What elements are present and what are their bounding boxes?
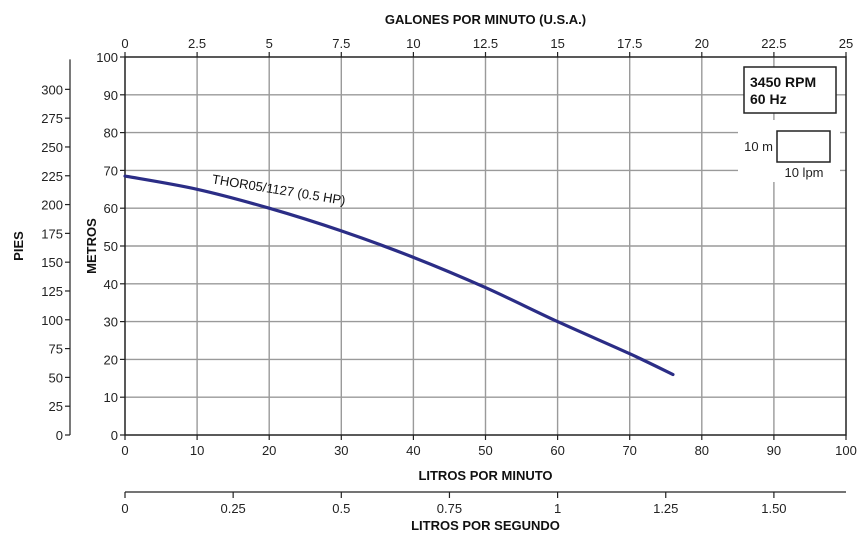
x-tick-label: 10 xyxy=(190,443,204,458)
left-tick-label: 250 xyxy=(41,140,63,155)
rpm-box-frame xyxy=(743,66,837,114)
top-axis-title: GALONES POR MINUTO (U.S.A.) xyxy=(385,12,586,27)
left-tick-label: 100 xyxy=(41,313,63,328)
rpm-label: 3450 RPM xyxy=(750,74,816,90)
series-line xyxy=(123,174,675,377)
x-tick-label: 0 xyxy=(121,443,128,458)
top-tick-label: 25 xyxy=(839,36,853,51)
top-tick-label: 12.5 xyxy=(473,36,498,51)
y-tick-label: 10 xyxy=(104,390,118,405)
x-axis-title: LITROS POR MINUTO xyxy=(418,468,552,483)
frequency-label: 60 Hz xyxy=(750,91,787,107)
x-tick-label: 40 xyxy=(406,443,420,458)
bottom-tick-label: 1 xyxy=(554,501,561,516)
y-axis-ticks: 0 10 20 30 40 50 60 70 80 90 100 xyxy=(96,50,125,443)
x-tick-label: 80 xyxy=(695,443,709,458)
bottom-axis: 0 0.25 0.5 0.75 1 1.25 1.50 xyxy=(121,491,846,516)
x-tick-label: 50 xyxy=(478,443,492,458)
x-tick-label: 90 xyxy=(767,443,781,458)
left-tick-label: 225 xyxy=(41,169,63,184)
scale-x-label: 10 lpm xyxy=(784,165,823,180)
rpm-box: 3450 RPM 60 Hz xyxy=(743,66,837,114)
top-tick-label: 15 xyxy=(550,36,564,51)
series-label: THOR05/1127 (0.5 HP) xyxy=(211,171,347,207)
y-tick-label: 50 xyxy=(104,239,118,254)
bottom-axis-title: LITROS POR SEGUNDO xyxy=(411,518,560,533)
top-tick-label: 7.5 xyxy=(332,36,350,51)
top-tick-label: 5 xyxy=(266,36,273,51)
x-tick-label: 70 xyxy=(622,443,636,458)
x-tick-label: 20 xyxy=(262,443,276,458)
bottom-tick-label: 1.50 xyxy=(761,501,786,516)
y-tick-label: 90 xyxy=(104,88,118,103)
y-axis-title: METROS xyxy=(84,218,99,274)
bottom-tick-label: 0.75 xyxy=(437,501,462,516)
y-tick-label: 70 xyxy=(104,163,118,178)
y-tick-label: 80 xyxy=(104,126,118,141)
bottom-tick-label: 0.5 xyxy=(332,501,350,516)
y-tick-label: 20 xyxy=(104,352,118,367)
top-tick-label: 0 xyxy=(121,36,128,51)
bottom-tick-label: 0 xyxy=(121,501,128,516)
left-tick-label: 175 xyxy=(41,226,63,241)
left-tick-label: 0 xyxy=(56,428,63,443)
scale-box-frame xyxy=(776,130,831,163)
top-tick-label: 20 xyxy=(695,36,709,51)
series-curves: THOR05/1127 (0.5 HP) xyxy=(123,171,675,377)
bottom-tick-label: 1.25 xyxy=(653,501,678,516)
y-tick-label: 30 xyxy=(104,315,118,330)
left-tick-label: 300 xyxy=(41,82,63,97)
left-tick-label: 50 xyxy=(49,370,63,385)
left-axis-title: PIES xyxy=(11,231,26,261)
x-tick-label: 30 xyxy=(334,443,348,458)
bottom-tick-label: 0.25 xyxy=(220,501,245,516)
x-tick-label: 100 xyxy=(835,443,857,458)
x-tick-label: 60 xyxy=(550,443,564,458)
grid-lines xyxy=(125,57,846,435)
y-tick-label: 40 xyxy=(104,277,118,292)
y-tick-label: 100 xyxy=(96,50,118,65)
left-tick-label: 75 xyxy=(49,342,63,357)
left-tick-label: 25 xyxy=(49,399,63,414)
top-tick-label: 22.5 xyxy=(761,36,786,51)
top-tick-label: 10 xyxy=(406,36,420,51)
left-tick-label: 150 xyxy=(41,255,63,270)
left-tick-label: 275 xyxy=(41,111,63,126)
left-tick-label: 200 xyxy=(41,198,63,213)
y-tick-label: 0 xyxy=(111,428,118,443)
top-tick-label: 2.5 xyxy=(188,36,206,51)
scale-box: 10 m 10 lpm xyxy=(738,120,840,182)
left-axis: 0 25 50 75 100 125 150 175 200 225 250 275 300 xyxy=(41,59,71,443)
left-tick-label: 125 xyxy=(41,284,63,299)
top-tick-label: 17.5 xyxy=(617,36,642,51)
scale-y-label: 10 m xyxy=(744,139,773,154)
x-axis-ticks: 0 10 20 30 40 50 60 70 80 90 100 xyxy=(121,435,857,458)
y-tick-label: 60 xyxy=(104,201,118,216)
top-axis-ticks: 0 2.5 5 7.5 10 12.5 15 17.5 20 22.5 25 xyxy=(121,36,853,57)
